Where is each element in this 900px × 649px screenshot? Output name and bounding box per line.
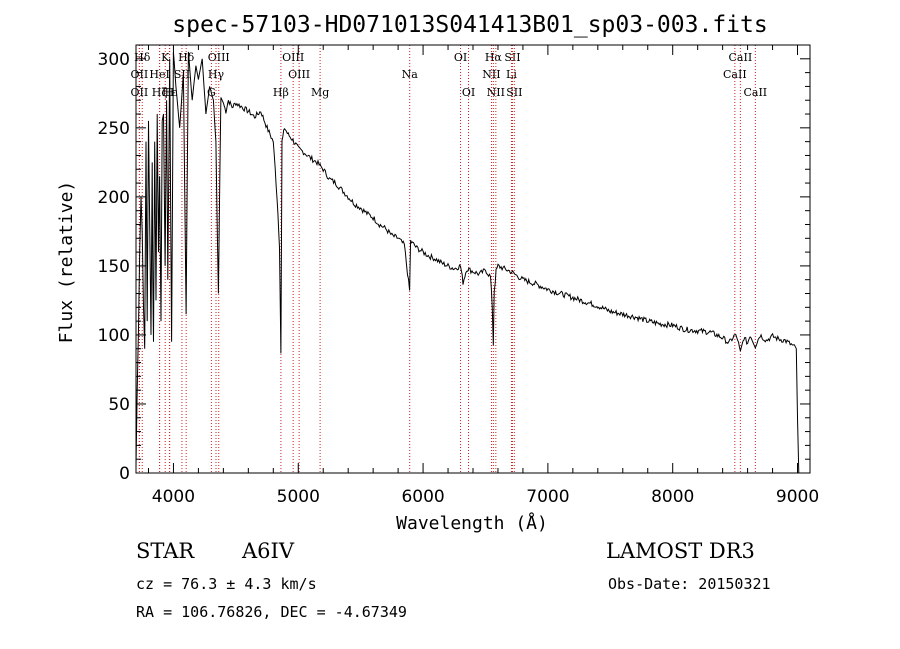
y-tick-label: 100 bbox=[98, 326, 130, 346]
x-tick-label: 6000 bbox=[401, 487, 444, 507]
line-marker-label: Hδ bbox=[178, 51, 195, 64]
x-tick-label: 4000 bbox=[152, 487, 195, 507]
y-tick-label: 250 bbox=[98, 119, 130, 139]
x-tick-label: 5000 bbox=[277, 487, 320, 507]
line-marker-label: SII bbox=[506, 86, 522, 99]
redshift-velocity: cz = 76.3 ± 4.3 km/s bbox=[136, 575, 317, 593]
line-marker-label: HeI bbox=[149, 68, 169, 81]
y-tick-label: 150 bbox=[98, 257, 130, 277]
line-marker-label: Hζ bbox=[152, 86, 168, 99]
line-marker-label: OIII bbox=[208, 51, 230, 64]
x-axis-label: Wavelength (Å) bbox=[396, 512, 548, 534]
line-marker-label: OIII bbox=[288, 68, 310, 81]
x-tick-label: 7000 bbox=[526, 487, 569, 507]
y-tick-label: 300 bbox=[98, 50, 130, 70]
line-marker-label: CaII bbox=[723, 68, 747, 81]
line-marker-label: OI bbox=[454, 51, 467, 64]
line-marker-label: SII bbox=[174, 68, 190, 81]
spectral-subclass: A6IV bbox=[242, 539, 294, 563]
y-tick-label: 0 bbox=[119, 464, 130, 484]
plot-frame bbox=[135, 44, 811, 474]
line-marker-label: CaII bbox=[729, 51, 753, 64]
line-marker-label: OI bbox=[462, 86, 475, 99]
object-class: STAR bbox=[136, 539, 195, 563]
spectrum-line bbox=[135, 51, 800, 474]
y-axis-label: Flux (relative) bbox=[56, 181, 77, 344]
x-tick-label: 8000 bbox=[651, 487, 694, 507]
coordinates: RA = 106.76826, DEC = -4.67349 bbox=[136, 603, 407, 621]
line-marker-label: K bbox=[161, 51, 170, 64]
plot-axes: 4000 5000 6000 7000 8000 9000 0 50 100 150 200 250 3… bbox=[98, 44, 819, 507]
x-tick-label: 9000 bbox=[776, 487, 819, 507]
line-marker-label: OIII bbox=[282, 51, 304, 64]
line-marker-label: Hγ bbox=[208, 68, 225, 81]
line-marker-label: OII bbox=[131, 68, 149, 81]
line-marker-label: OII bbox=[131, 86, 149, 99]
line-marker-label: Na bbox=[402, 68, 419, 81]
y-tick-label: 50 bbox=[108, 395, 130, 415]
line-marker-label: SII bbox=[504, 51, 520, 64]
line-marker-label: Hβ bbox=[273, 86, 289, 99]
spectrum-series bbox=[135, 51, 800, 474]
observation-date: Obs-Date: 20150321 bbox=[608, 575, 771, 593]
y-tick-label: 200 bbox=[98, 188, 130, 208]
line-marker-label: NII bbox=[487, 86, 505, 99]
line-marker-label: Mg bbox=[311, 86, 329, 99]
line-marker-label: Hδ bbox=[134, 51, 151, 64]
line-marker-label: Hα bbox=[485, 51, 503, 64]
survey-name: LAMOST DR3 bbox=[606, 539, 755, 563]
line-marker-label: CaII bbox=[743, 86, 767, 99]
chart-title: spec-57103-HD071013S041413B01_sp03-003.f… bbox=[172, 12, 767, 38]
line-marker-label: Li bbox=[506, 68, 517, 81]
line-marker-label: NII bbox=[482, 68, 500, 81]
